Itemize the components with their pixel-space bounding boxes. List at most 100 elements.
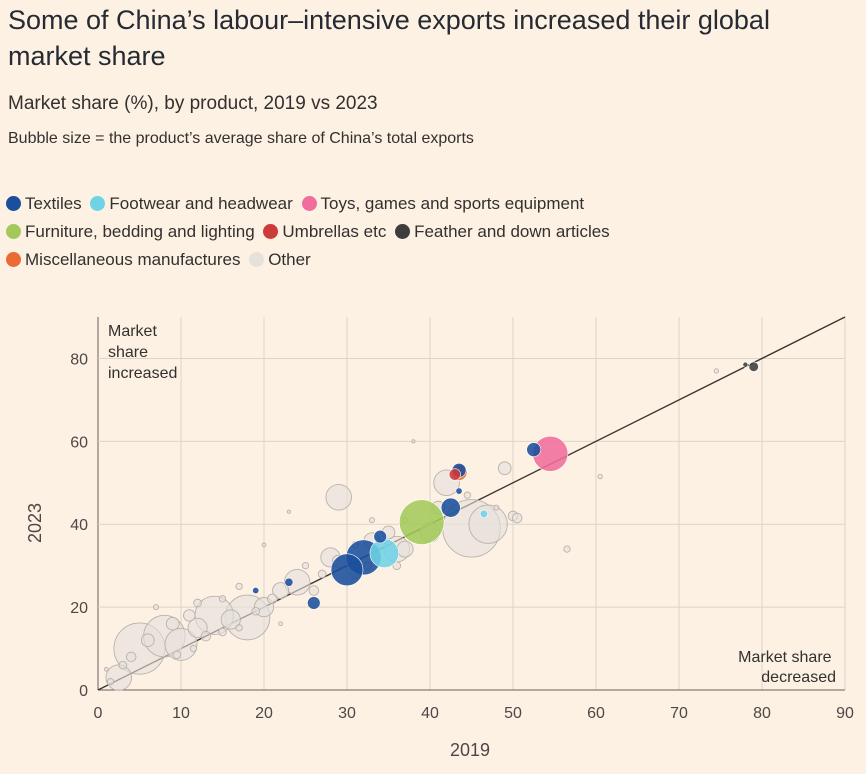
bubble-other xyxy=(317,569,327,579)
y-tick-label: 20 xyxy=(70,600,88,617)
bubble-other xyxy=(597,473,603,480)
legend-swatch-umbrellas xyxy=(263,224,279,239)
bubble-other xyxy=(396,540,414,558)
bubble-furniture-bedding-and-lighting xyxy=(399,499,445,545)
bubble-other xyxy=(392,561,402,570)
bubble-other xyxy=(468,504,508,544)
bubble-size-note: Bubble size = the product’s average shar… xyxy=(8,130,474,147)
bubble-other xyxy=(286,509,291,514)
bubble-textiles xyxy=(307,596,321,610)
bubble-other xyxy=(261,542,267,548)
bubble-other xyxy=(235,582,243,591)
legend-label: Toys, games and sports equipment xyxy=(320,194,585,213)
legend-item-feather: Feather and down articles xyxy=(395,218,610,246)
legend-label: Umbrellas etc xyxy=(282,222,387,241)
bubble-other xyxy=(278,621,283,627)
bubble-other xyxy=(218,595,227,603)
bubble-other xyxy=(164,627,198,661)
bubble-other xyxy=(165,616,180,631)
bubble-other xyxy=(368,517,375,524)
legend-item-toys: Toys, games and sports equipment xyxy=(301,190,585,218)
bubble-other xyxy=(172,650,182,660)
x-tick-label: 10 xyxy=(172,705,190,722)
x-tick-label: 0 xyxy=(94,705,103,722)
bubble-textiles xyxy=(440,497,461,518)
bubble-other xyxy=(301,562,310,570)
bubble-footwear-and-headwear xyxy=(479,509,489,519)
x-tick-label: 20 xyxy=(255,705,273,722)
legend: Textiles Footwear and headwear Toys, gam… xyxy=(6,190,856,274)
bubble-other xyxy=(267,593,278,605)
x-tick-label: 90 xyxy=(836,705,854,722)
bubble-footwear-and-headwear xyxy=(369,538,400,568)
annotation-increased-line-3: increased xyxy=(108,365,177,382)
x-axis-title: 2019 xyxy=(450,740,490,760)
x-tick-label: 30 xyxy=(338,705,356,722)
bubble-other xyxy=(103,666,109,672)
bubble-other xyxy=(511,512,523,524)
legend-swatch-footwear xyxy=(90,196,106,211)
bubble-other xyxy=(308,585,320,596)
annotation-decreased: Market share decreased xyxy=(738,649,836,686)
bubble-other xyxy=(153,604,160,611)
bubble-other xyxy=(189,644,198,653)
legend-item-furniture: Furniture, bedding and lighting xyxy=(6,218,255,246)
bubble-umbrellas-etc xyxy=(448,468,461,481)
bubble-other xyxy=(463,491,471,499)
x-tick-label: 60 xyxy=(587,705,605,722)
bubble-other xyxy=(251,606,260,616)
annotation-increased-line-2: share xyxy=(108,344,148,361)
bubble-other xyxy=(200,630,212,642)
x-tick-label: 80 xyxy=(753,705,771,722)
legend-item-umbrellas: Umbrellas etc xyxy=(263,218,386,246)
y-tick-label: 0 xyxy=(79,683,88,700)
bubble-other xyxy=(283,568,311,596)
x-tick-label: 50 xyxy=(504,705,522,722)
annotation-increased: Market share increased xyxy=(108,323,177,382)
legend-label: Footwear and headwear xyxy=(109,194,293,213)
legend-swatch-toys xyxy=(301,196,317,211)
bubble-other xyxy=(193,598,202,608)
y-tick-label: 60 xyxy=(70,434,88,451)
legend-swatch-textiles xyxy=(6,196,21,211)
legend-item-misc: Miscellaneous manufactures xyxy=(6,246,240,274)
bubble-other xyxy=(183,609,196,622)
bubble-other xyxy=(497,461,512,476)
chart-subtitle: Market share (%), by product, 2019 vs 20… xyxy=(8,93,378,114)
bubbles xyxy=(103,361,759,691)
bubble-textiles xyxy=(330,553,364,587)
bubble-other xyxy=(493,504,500,511)
legend-label: Furniture, bedding and lighting xyxy=(25,222,255,241)
bubble-other xyxy=(563,545,571,553)
bubble-feather-and-down-articles xyxy=(742,361,749,368)
bubble-feather-and-down-articles xyxy=(748,361,759,372)
bubble-other xyxy=(235,624,243,632)
bubble-other xyxy=(325,484,352,511)
bubble-other xyxy=(140,633,155,648)
x-tick-label: 40 xyxy=(421,705,439,722)
annotation-decreased-line-1: Market share xyxy=(738,649,831,666)
bubble-textiles xyxy=(373,529,387,544)
bubble-other xyxy=(125,651,137,663)
bubble-textiles xyxy=(455,487,463,495)
legend-swatch-misc xyxy=(6,252,21,267)
legend-item-other: Other xyxy=(249,246,311,274)
y-axis-title: 2023 xyxy=(25,503,45,543)
bubble-other xyxy=(106,678,115,686)
tick-labels: 0 10 20 30 40 50 60 70 80 90 0 20 40 60 80 xyxy=(70,351,854,722)
legend-swatch-furniture xyxy=(6,224,21,239)
bubble-other xyxy=(272,582,290,599)
legend-label: Other xyxy=(268,250,311,269)
x-tick-label: 70 xyxy=(670,705,688,722)
bubble-other xyxy=(218,627,227,637)
bubble-textiles xyxy=(252,587,260,595)
annotation-increased-line-1: Market xyxy=(108,323,157,340)
legend-item-textiles: Textiles xyxy=(6,190,82,218)
legend-swatch-feather xyxy=(395,224,411,239)
bubble-textiles xyxy=(284,577,294,587)
legend-label: Textiles xyxy=(25,194,82,213)
bubble-textiles xyxy=(526,442,542,457)
bubble-other xyxy=(220,609,241,630)
bubble-other xyxy=(411,439,416,444)
y-tick-label: 80 xyxy=(70,351,88,368)
